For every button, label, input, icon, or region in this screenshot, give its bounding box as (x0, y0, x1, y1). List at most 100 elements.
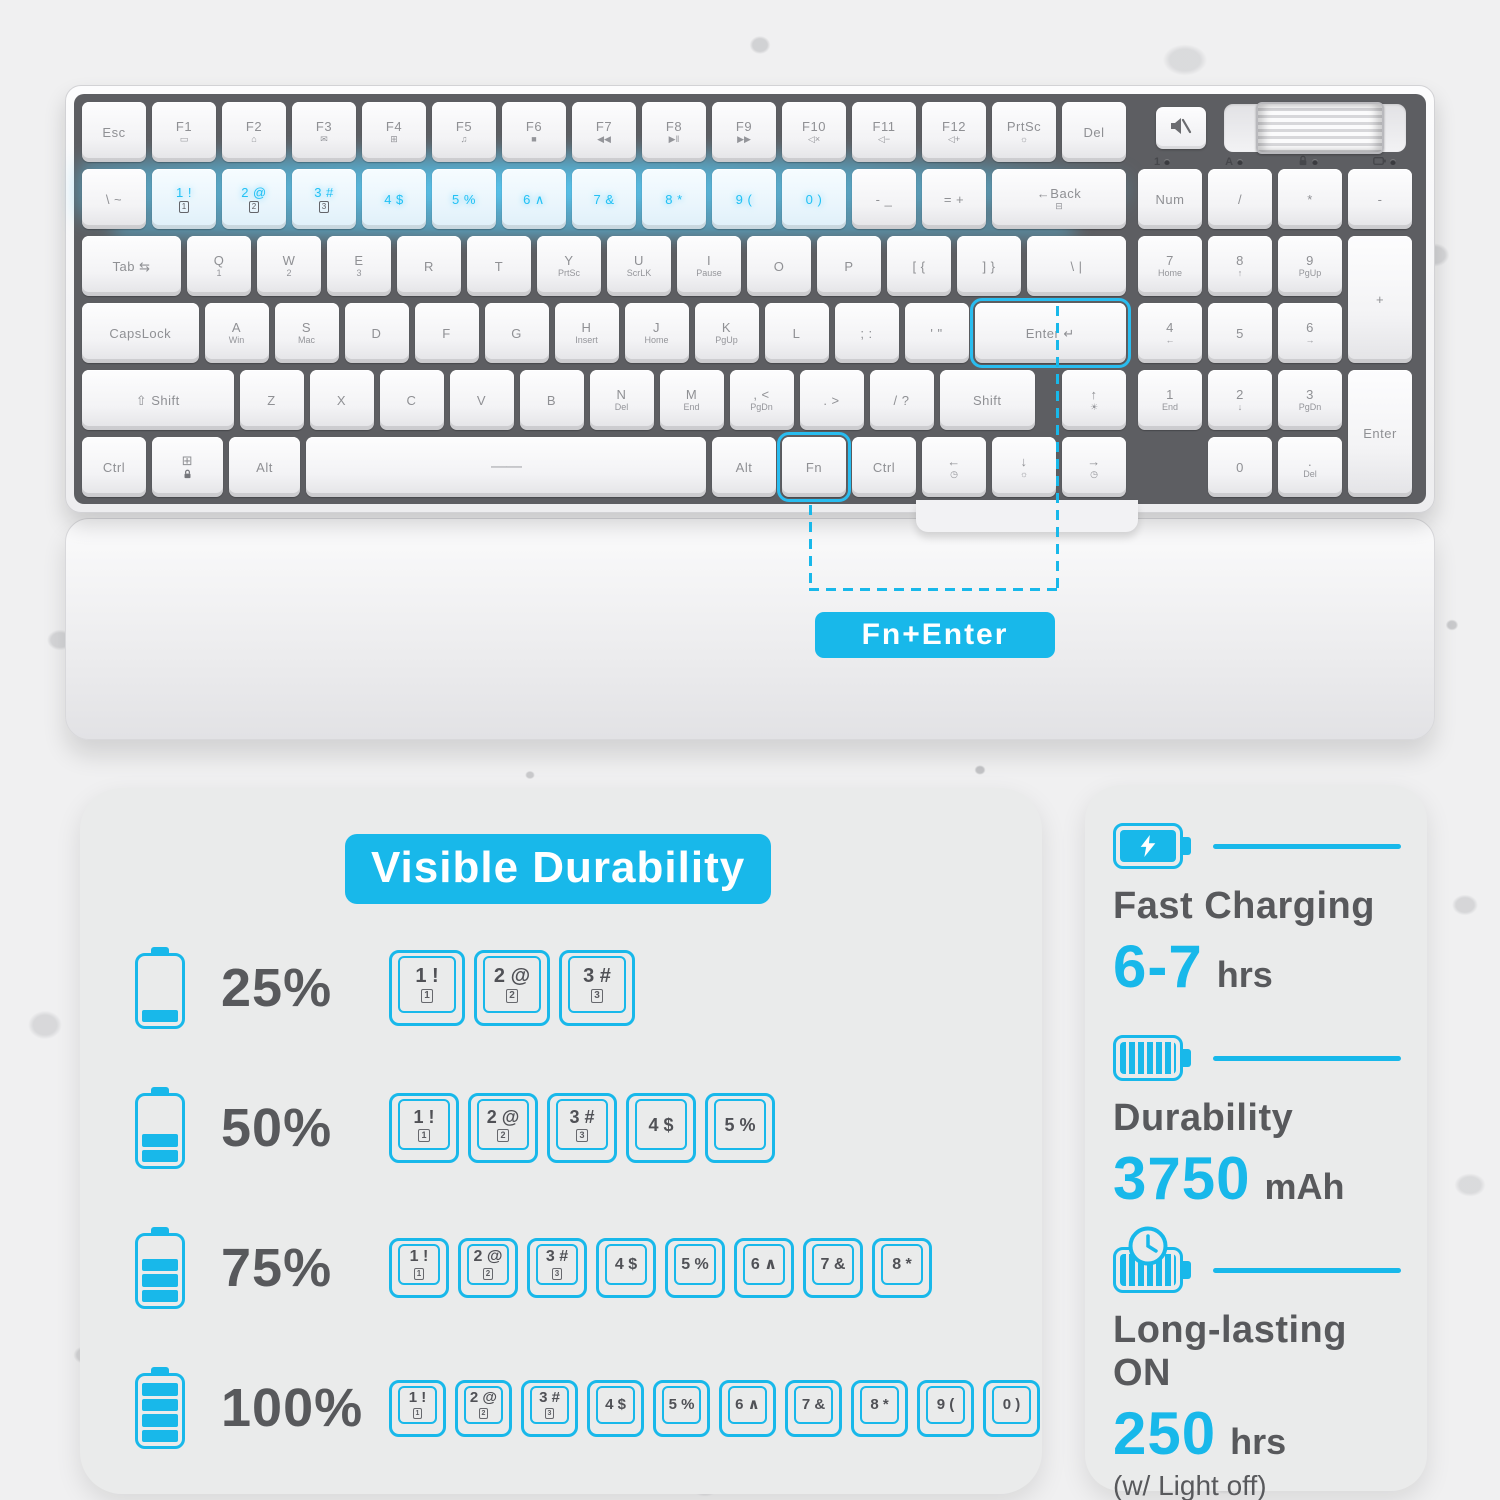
battery-clock-icon (1113, 1226, 1191, 1293)
key-z: Z (239, 370, 304, 430)
durability-key-label: 2 @ (469, 1389, 498, 1406)
durability-key-top: 4 $ (605, 1244, 647, 1285)
durability-key-top: 7 & (812, 1244, 854, 1285)
battery-segment (142, 1009, 178, 1022)
durability-key-top: 4 $ (635, 1099, 687, 1150)
durability-key-top: 8 * (860, 1385, 899, 1424)
key-6: 6 ∧ (502, 169, 566, 229)
key-sublabel: 2 (286, 268, 292, 278)
stat-title: Fast Charging (1113, 885, 1375, 927)
key-backslash-tilde: \ ~ (82, 169, 146, 229)
key-9: 9 ( (712, 169, 776, 229)
battery-nub (1183, 1261, 1191, 1279)
key-label: = + (943, 191, 965, 207)
durability-key-top: 3 #3 (556, 1099, 608, 1150)
bt-device-badge: 3 (551, 1268, 563, 1280)
keyboard-row: Ctrl ⊞ Alt —— Alt Fn Ctrl ← ◷ ↓ ☼ → ◷ (82, 432, 1126, 502)
battery-level-icon (135, 947, 185, 1029)
indicator-a: A (1225, 156, 1244, 168)
key-arrow-left: ← ◷ (922, 437, 986, 497)
key-slash: / ? (869, 370, 934, 430)
key-label: B (546, 392, 557, 408)
durability-key-label: 4 $ (614, 1255, 638, 1273)
battery-body (135, 953, 185, 1029)
key-f12: F12 ◁+ (922, 102, 986, 162)
key-del: Del (1062, 102, 1126, 162)
key-label: F1 (175, 119, 193, 134)
durability-key-label: 1 ! (413, 1106, 435, 1127)
key-sublabel: ☀ (1089, 402, 1099, 412)
key-o: O (747, 236, 811, 296)
durability-key-5: 5 % (705, 1093, 775, 1163)
durability-key-label: 5 % (724, 1114, 756, 1135)
lock-indicator-icon (1298, 155, 1308, 169)
battery-body (135, 1233, 185, 1309)
key-f8: F8 ▶‖ (642, 102, 706, 162)
key-np-multiply: * (1278, 169, 1342, 229)
key-sublabel: ◁− (877, 134, 891, 144)
bt-device-badge: 2 (506, 989, 518, 1003)
battery-body (1113, 1035, 1183, 1081)
battery-segment (142, 1429, 178, 1442)
durability-key-2: 2 @2 (468, 1093, 538, 1163)
durability-key-1: 1 ! 1 (389, 1093, 459, 1163)
durability-key-label: 5 % (668, 1396, 695, 1413)
key-label: Num (1155, 191, 1185, 207)
key-label: F8 (665, 119, 683, 134)
key-bracket-open: [ { (887, 236, 951, 296)
key-comma: , < PgDn (729, 370, 794, 430)
key-sublabel: Del (614, 402, 629, 412)
key-np-0: 0 (1208, 437, 1272, 497)
indicator-led (1164, 159, 1171, 165)
key-sublabel: ← (1165, 335, 1175, 345)
key-label: I (706, 253, 712, 268)
battery-percent-label: 25% (221, 958, 333, 1018)
key-3: 3 #3 (292, 169, 356, 229)
indicator-label: 1 (1154, 155, 1161, 168)
key-sublabel: ⌂ (251, 134, 257, 144)
key-c: C (379, 370, 444, 430)
key-label: Fn (805, 459, 823, 475)
key-np-dot: . Del (1278, 437, 1342, 497)
numpad: Num / * -7 Home 8 ↑ 9 PgUp +4 ← 5 6 → 1 End 2 ↓ 3 PgDn Enter… (1138, 169, 1412, 497)
battery-body (135, 1373, 185, 1449)
durability-key-label: 2 @ (493, 965, 531, 987)
key-sublabel: ↓ (1237, 402, 1243, 412)
battery-nub (151, 1227, 169, 1235)
key-label: ' " (930, 325, 943, 341)
battery-indicator-icon (1373, 156, 1386, 169)
durability-key-label: 2 @ (486, 1106, 520, 1127)
key-label: R (424, 258, 434, 274)
battery-segment (142, 1398, 178, 1411)
key-label: W (282, 253, 296, 268)
key-label: - (1377, 191, 1383, 207)
indicator-battery-indicator-icon (1373, 156, 1396, 169)
key-label: 8 (1236, 253, 1244, 268)
battery-body (1113, 823, 1183, 869)
durability-key-7: 7 & (803, 1238, 863, 1298)
key-shift-right: Shift (939, 370, 1035, 430)
key-label: 5 (1236, 325, 1244, 341)
key-esc: Esc (82, 102, 146, 162)
key-d: D (344, 303, 409, 363)
indicator-1: 1 (1154, 155, 1171, 168)
key-label: S (301, 320, 312, 335)
key-f7: F7 ◀◀ (572, 102, 636, 162)
key-sublabel: Mac (297, 335, 315, 345)
key-l: L (764, 303, 829, 363)
fast-charging-battery-icon (1113, 823, 1191, 869)
key-g: G (484, 303, 549, 363)
key-label: / (1237, 191, 1243, 207)
durability-key-top: 8 * (881, 1244, 923, 1285)
key-7: 7 & (572, 169, 636, 229)
key-label: Alt (735, 459, 753, 475)
battery-nub (151, 1087, 169, 1095)
key-sublabel: ▭ (179, 134, 189, 144)
stat-item-fast-charging: Fast Charging 6-7 hrs (1113, 823, 1401, 1001)
battery-body (135, 1093, 185, 1169)
mute-button (1156, 107, 1206, 149)
stat-value: 6-7 (1113, 933, 1203, 1000)
bt-device-badge: 3 (544, 1408, 555, 1419)
